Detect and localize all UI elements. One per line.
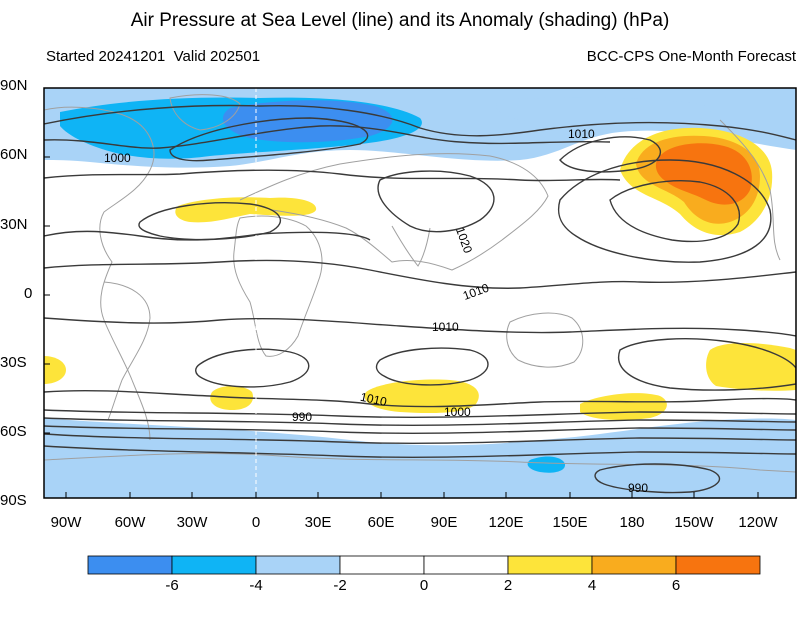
colorbar-segment <box>591 555 677 575</box>
anomaly-shading-positive <box>44 127 796 420</box>
isobar-atlantic-high <box>138 202 282 241</box>
lat-label-60s: 60S <box>0 423 27 440</box>
isobar-north-1 <box>44 169 621 182</box>
map-title: Air Pressure at Sea Level (line) and its… <box>130 10 670 31</box>
isobar-high-latitude-1 <box>44 104 796 141</box>
colorbar-segment <box>507 555 593 575</box>
lon-label-150e: 150E <box>552 514 588 531</box>
colorbar-label: 4 <box>587 577 597 594</box>
contour-label: 1010 <box>432 320 459 334</box>
lat-label-60n: 60N <box>0 146 28 163</box>
model-name: BCC-CPS One-Month Forecast <box>586 48 796 65</box>
valid-date: Valid 202501 <box>173 48 261 65</box>
map-area: 1010 1000 1020 1010 1010 990 1010 1000 9… <box>44 88 796 498</box>
forecast-dates: Started 20241201 Valid 202501 <box>46 48 260 65</box>
lat-label-90n: 90N <box>0 77 28 94</box>
isobar-southern-ocean-5 <box>44 445 796 459</box>
contour-label: 1000 <box>104 151 131 165</box>
greenland-coast <box>169 94 241 131</box>
isobar-southern-ocean-1 <box>44 409 796 419</box>
colorbar-label: -6 <box>165 577 179 594</box>
isobar-asia-high <box>377 170 495 233</box>
colorbar-segment <box>423 555 509 575</box>
axis-ticks <box>44 87 759 499</box>
north-pacific-high-anomaly-strong <box>655 143 752 205</box>
isobar-south-indian-high <box>375 347 489 386</box>
colorbar-label: 6 <box>671 577 681 594</box>
isobar-tropics-1010-south <box>44 317 796 337</box>
colorbar-label: -2 <box>333 577 347 594</box>
map-frame <box>43 87 797 499</box>
lon-label-90w: 90W <box>50 514 82 531</box>
isobar-antarctic-low <box>594 463 721 494</box>
isobar-south-1 <box>44 389 796 408</box>
antarctic-anomaly-mid <box>527 456 566 473</box>
lon-label-30e: 30E <box>304 514 332 531</box>
lat-label-30n: 30N <box>0 216 28 233</box>
colorbar-label: 2 <box>503 577 513 594</box>
isobar-tropics-1010-north <box>44 259 796 289</box>
contour-label: 1010 <box>359 390 388 409</box>
start-date: Started 20241201 <box>46 48 166 65</box>
colorbar-segment <box>87 555 173 575</box>
africa-coast <box>233 215 323 357</box>
west-edge-pos-anomaly <box>44 356 66 384</box>
contour-label: 1000 <box>444 405 471 419</box>
contour-label: 990 <box>292 410 312 424</box>
contour-label: 1010 <box>568 127 595 141</box>
lon-label-30w: 30W <box>176 514 208 531</box>
isobar-north-pacific-high-inner <box>609 180 740 243</box>
eurasia-coast <box>239 153 549 271</box>
australia-coast <box>506 312 584 368</box>
lon-label-120w: 120W <box>738 514 778 531</box>
lon-label-150w: 150W <box>674 514 714 531</box>
colorbar-segment <box>171 555 257 575</box>
isobar-southern-ocean-4 <box>44 433 796 445</box>
colorbar-segment <box>339 555 425 575</box>
colorbar-segment <box>255 555 341 575</box>
colorbar-segment <box>675 555 761 575</box>
lat-label-90s: 90S <box>0 492 27 509</box>
south-pacific-pos-anomaly-east <box>706 343 796 391</box>
lon-label-0: 0 <box>251 514 261 531</box>
india-coast <box>391 225 431 267</box>
lon-label-60e: 60E <box>367 514 395 531</box>
lon-label-120e: 120E <box>488 514 524 531</box>
south-america-coast <box>103 281 151 421</box>
isobar-high-latitude-2 <box>44 125 611 149</box>
isobar-aleutian-low <box>559 136 662 173</box>
isobar-north-pacific-high-outer <box>557 159 772 263</box>
colorbar-label: -4 <box>249 577 263 594</box>
lon-label-90e: 90E <box>430 514 458 531</box>
north-pacific-neg-light <box>496 97 711 125</box>
lon-label-180: 180 <box>619 514 645 531</box>
lon-label-60w: 60W <box>114 514 146 531</box>
colorbar <box>87 555 761 575</box>
lat-label-eq: 0 <box>24 285 33 302</box>
colorbar-label: 0 <box>419 577 429 594</box>
isobar-southern-ocean-3 <box>44 425 796 435</box>
isobar-iceland-low <box>169 117 369 162</box>
north-america-east-coast <box>719 119 781 261</box>
contour-label: 990 <box>628 481 648 495</box>
isobar-southern-ocean-2 <box>44 417 796 427</box>
lat-label-30s: 30S <box>0 354 27 371</box>
indian-ocean-pos-anomaly <box>364 379 479 414</box>
